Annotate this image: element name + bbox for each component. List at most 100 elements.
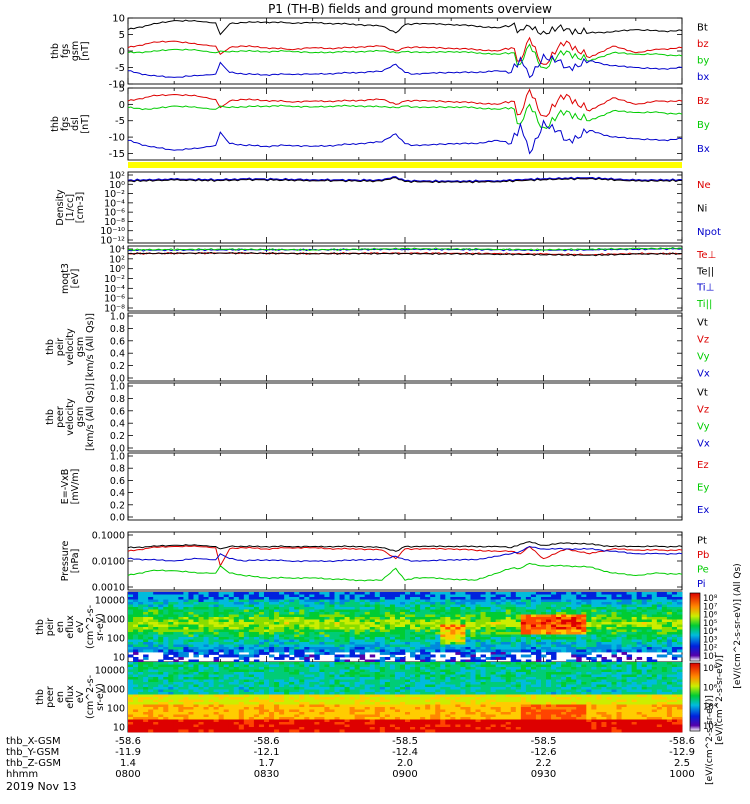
spectro-cell xyxy=(350,620,355,623)
spectro-cell xyxy=(450,685,455,688)
spectro-cell xyxy=(430,672,435,675)
spectro-cell xyxy=(501,662,506,665)
spectro-cell xyxy=(450,692,455,695)
spectro-cell xyxy=(420,652,425,655)
spectro-cell xyxy=(511,645,516,648)
spectro-cell xyxy=(284,670,289,673)
spectro-cell xyxy=(521,677,526,680)
spectro-cell xyxy=(566,677,571,680)
spectro-cell xyxy=(294,655,299,658)
spectro-cell xyxy=(526,667,531,670)
spectro-cell xyxy=(410,680,415,683)
spectro-cell xyxy=(662,617,667,620)
spectro-cell xyxy=(314,630,319,633)
spectro-cell xyxy=(677,672,682,675)
spectro-cell xyxy=(516,667,521,670)
spectro-cell xyxy=(158,645,163,648)
spectro-cell xyxy=(199,690,204,693)
spectro-cell xyxy=(168,640,173,643)
spectro-cell xyxy=(622,677,627,680)
spectro-cell xyxy=(465,650,470,653)
spectro-cell xyxy=(153,637,158,640)
spectro-cell xyxy=(591,657,596,660)
spectro-cell xyxy=(214,675,219,678)
spectro-cell xyxy=(672,670,677,673)
spectro-cell xyxy=(355,600,360,603)
spectro-cell xyxy=(143,592,148,595)
spectro-cell xyxy=(581,620,586,623)
spectro-cell xyxy=(324,640,329,643)
spectro-cell xyxy=(516,607,521,610)
spectro-cell xyxy=(506,647,511,650)
spectro-cell xyxy=(435,662,440,665)
spectro-cell xyxy=(304,612,309,615)
spectro-cell xyxy=(536,667,541,670)
spectro-cell xyxy=(294,600,299,603)
spectro-cell xyxy=(405,630,410,633)
spectro-cell xyxy=(259,680,264,683)
spectro-cell xyxy=(249,670,254,673)
spectro-cell xyxy=(199,687,204,690)
spectro-cell xyxy=(420,617,425,620)
spectro-cell xyxy=(672,667,677,670)
spectro-cell xyxy=(234,662,239,665)
spectro-cell xyxy=(219,697,224,700)
spectro-cell xyxy=(173,687,178,690)
spectro-cell xyxy=(481,677,486,680)
spectro-cell xyxy=(657,677,662,680)
spectro-cell xyxy=(445,597,450,600)
spectro-cell xyxy=(596,690,601,693)
spectro-cell xyxy=(355,692,360,695)
spectro-cell xyxy=(380,670,385,673)
spectro-cell xyxy=(420,657,425,660)
spectro-cell xyxy=(521,595,526,598)
spectro-cell xyxy=(551,692,556,695)
spectro-cell xyxy=(294,645,299,648)
spectro-cell xyxy=(274,625,279,628)
spectro-cell xyxy=(531,682,536,685)
spectro-cell xyxy=(425,627,430,630)
spectro-cell xyxy=(244,592,249,595)
spectro-cell xyxy=(596,667,601,670)
spectro-cell xyxy=(586,617,591,620)
spectro-cell xyxy=(249,602,254,605)
spectro-cell xyxy=(370,605,375,608)
spectro-cell xyxy=(163,632,168,635)
spectro-cell xyxy=(254,607,259,610)
spectro-cell xyxy=(662,602,667,605)
spectro-cell xyxy=(133,630,138,633)
spectro-cell xyxy=(591,620,596,623)
spectro-cell xyxy=(506,592,511,595)
spectro-cell xyxy=(264,685,269,688)
spectro-cell xyxy=(284,647,289,650)
spectro-cell xyxy=(334,620,339,623)
colorbar xyxy=(690,593,700,661)
spectro-cell xyxy=(637,620,642,623)
spectro-cell xyxy=(571,645,576,648)
spectro-cell xyxy=(662,612,667,615)
spectro-cell xyxy=(435,690,440,693)
spectro-cell xyxy=(526,595,531,598)
spectro-cell xyxy=(511,625,516,628)
spectro-cell xyxy=(637,647,642,650)
spectro-cell xyxy=(158,695,163,698)
spectro-cell xyxy=(637,627,642,630)
spectro-cell xyxy=(370,667,375,670)
spectro-cell xyxy=(269,677,274,680)
spectro-cell xyxy=(445,642,450,645)
spectro-cell xyxy=(370,655,375,658)
spectro-cell xyxy=(536,600,541,603)
spectro-cell xyxy=(481,682,486,685)
spectro-cell xyxy=(340,642,345,645)
spectro-cell xyxy=(445,647,450,650)
spectro-cell xyxy=(647,665,652,668)
spectro-cell xyxy=(204,682,209,685)
spectro-cell xyxy=(556,597,561,600)
spectro-cell xyxy=(601,657,606,660)
spectro-cell xyxy=(188,687,193,690)
spectro-cell xyxy=(153,697,158,700)
spectro-cell xyxy=(193,680,198,683)
y-tick-label: 1.0 xyxy=(110,312,125,323)
spectro-cell xyxy=(284,597,289,600)
spectro-cell xyxy=(309,637,314,640)
